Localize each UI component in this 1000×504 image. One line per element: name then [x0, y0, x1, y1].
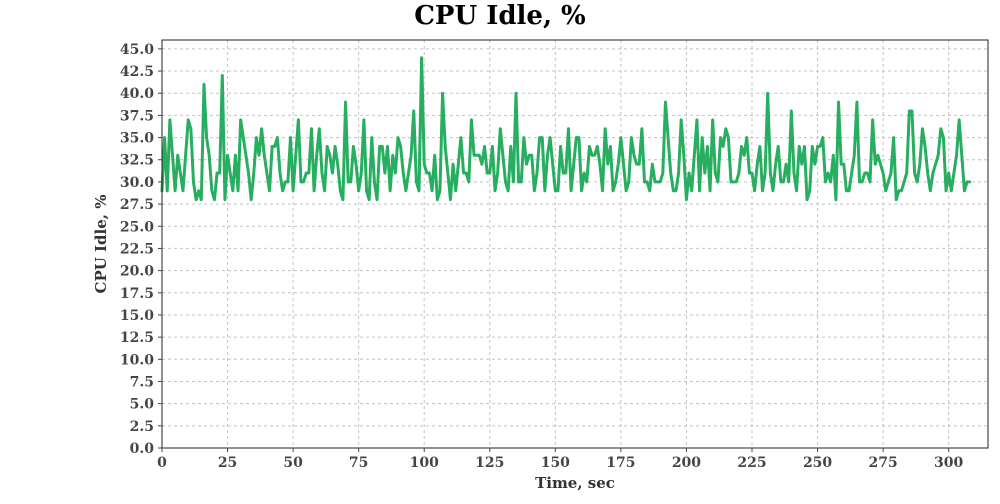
y-tick-label: 40.0: [120, 86, 154, 102]
y-tick-label: 15.0: [120, 308, 154, 324]
y-tick-label: 10.0: [120, 352, 154, 368]
x-tick-label: 25: [218, 455, 237, 471]
y-tick-label: 5.0: [130, 397, 155, 413]
y-tick-label: 42.5: [120, 64, 154, 80]
x-tick-label: 75: [349, 455, 368, 471]
x-tick-label: 125: [475, 455, 504, 471]
y-tick-label: 27.5: [120, 197, 154, 213]
series-line: [160, 56, 972, 202]
x-tick-label: 50: [283, 455, 303, 471]
series-layer: [160, 56, 972, 202]
x-tick-label: 0: [157, 455, 167, 471]
y-axis: 0.0 2.5 5.0 7.5 10.0 12.5 15.0 17.5 20.0 22.5 25.0…: [120, 42, 162, 457]
plot-border: [161, 39, 989, 449]
y-tick-label: 37.5: [120, 108, 154, 124]
x-tick-label: 275: [868, 455, 897, 471]
x-tick-label: 250: [803, 455, 832, 471]
grid: [161, 40, 988, 449]
x-axis: 0 25 50 75 100 125 150 175 200 225 250 275 300: [157, 448, 964, 471]
y-tick-label: 45.0: [120, 42, 154, 58]
y-axis-title: CPU Idle, %: [92, 195, 110, 294]
x-tick-label: 175: [606, 455, 635, 471]
plot-area: [161, 39, 989, 449]
y-tick-label: 17.5: [120, 286, 154, 302]
y-tick-label: 0.0: [130, 441, 155, 457]
chart-title: CPU Idle, %: [414, 1, 586, 31]
x-axis-title: Time, sec: [535, 474, 615, 492]
x-tick-label: 225: [737, 455, 766, 471]
x-tick-label: 300: [934, 455, 963, 471]
x-tick-label: 100: [410, 455, 439, 471]
y-tick-label: 30.0: [120, 175, 154, 191]
y-tick-label: 22.5: [120, 241, 154, 257]
x-tick-label: 200: [672, 455, 701, 471]
y-tick-label: 7.5: [130, 374, 154, 390]
x-tick-label: 150: [541, 455, 570, 471]
y-tick-label: 2.5: [130, 419, 154, 435]
y-tick-label: 32.5: [120, 153, 154, 169]
y-tick-label: 20.0: [120, 264, 154, 280]
y-tick-label: 12.5: [120, 330, 154, 346]
y-tick-label: 35.0: [120, 131, 154, 147]
y-tick-label: 25.0: [120, 219, 154, 235]
